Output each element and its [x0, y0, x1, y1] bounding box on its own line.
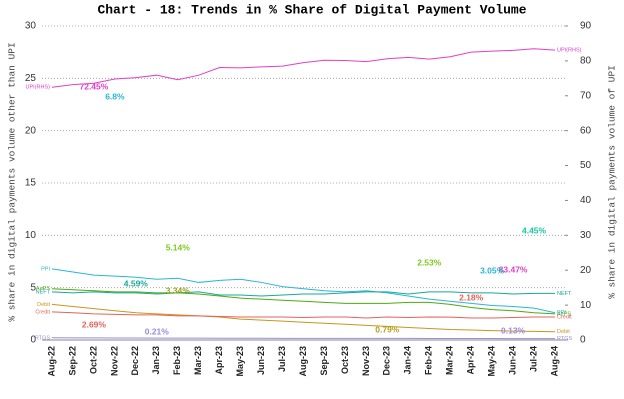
x-tick-label: Dec-22	[130, 346, 140, 376]
y-axis-label: % share in digital payments volume other…	[7, 42, 18, 321]
x-tick-label: Jan-24	[403, 346, 413, 375]
annotation: 4.59%	[124, 278, 149, 288]
annotation: 2.69%	[82, 319, 107, 329]
annotation: 72.45%	[79, 81, 108, 91]
y-tick-label: 15	[25, 178, 37, 189]
series-label-start: PPI	[41, 266, 50, 272]
x-tick-label: Oct-22	[88, 346, 98, 374]
y2-tick-label: 0	[580, 335, 586, 346]
series-line	[51, 337, 555, 340]
series-line	[51, 268, 556, 314]
annotation: 0.13%	[501, 325, 526, 335]
y2-tick-label: 20	[580, 265, 592, 276]
series-label-end: RTGS	[557, 336, 573, 342]
y2-tick-label: 10	[580, 300, 592, 311]
series-label-end: PPI	[557, 310, 566, 316]
series-line	[51, 311, 555, 319]
y2-tick-label: 80	[580, 56, 592, 67]
series-line	[51, 303, 556, 333]
series-label-start: AePS	[36, 286, 50, 292]
x-tick-label: Dec-23	[382, 346, 392, 376]
series-line	[51, 48, 556, 88]
annotation: 5.14%	[166, 242, 191, 252]
y-tick-label: 5	[30, 282, 36, 293]
annotation: 6.8%	[105, 91, 125, 101]
annotation: 83.47%	[499, 264, 528, 274]
x-tick-label: Sep-23	[319, 346, 329, 376]
y-tick-label: 25	[25, 73, 37, 84]
annotation: 2.18%	[459, 292, 484, 302]
x-tick-label: May-23	[235, 346, 245, 377]
y2-tick-label: 30	[580, 230, 592, 241]
y-tick-label: 20	[25, 125, 37, 136]
x-tick-label: Jun-23	[256, 346, 266, 375]
annotation: 3.05%	[480, 265, 505, 275]
annotation: 3.34%	[166, 285, 191, 295]
x-tick-label: Sep-22	[67, 346, 77, 376]
y2-tick-label: 50	[580, 160, 592, 171]
x-tick-label: Aug-22	[46, 346, 56, 377]
x-tick-label: Apr-23	[214, 346, 224, 375]
x-tick-label: Jul-23	[277, 346, 287, 372]
series-line	[51, 288, 556, 315]
annotation: 4.45%	[522, 225, 547, 235]
y2-tick-label: 60	[580, 125, 592, 136]
y2-axis-label: % share in digital payments volume of UP…	[607, 65, 618, 299]
x-tick-label: Feb-24	[424, 346, 434, 375]
series-label-start: RTGS	[35, 335, 51, 341]
y2-tick-label: 90	[580, 21, 592, 32]
series-label-start: UPI(RHS)	[26, 85, 51, 91]
x-tick-label: May-24	[487, 346, 497, 377]
x-tick-label: Apr-24	[466, 346, 476, 375]
x-tick-label: Jan-23	[151, 346, 161, 375]
y-tick-label: 10	[25, 230, 37, 241]
annotation: 2.53%	[417, 257, 442, 267]
annotation: 0.79%	[375, 324, 400, 334]
series-label-end: Debit	[557, 329, 570, 335]
y2-tick-label: 40	[580, 195, 592, 206]
x-tick-label: Aug-24	[549, 346, 559, 377]
y-tick-label: 30	[25, 21, 37, 32]
x-tick-label: Oct-23	[340, 346, 350, 374]
x-tick-label: Nov-23	[361, 346, 371, 376]
series-label-start: NEFT	[36, 289, 51, 295]
series-label-start: Debit	[37, 302, 50, 308]
y2-tick-label: 70	[580, 90, 592, 101]
series-label-start: Credit	[35, 309, 50, 315]
series-label-end: UPI(RHS)	[557, 48, 582, 54]
chart-title: Chart - 18: Trends in % Share of Digital…	[97, 2, 526, 17]
y-tick-label: 0	[30, 335, 36, 346]
series-line	[51, 291, 555, 297]
annotation: 0.21%	[145, 326, 170, 336]
x-tick-label: Jun-24	[507, 346, 517, 375]
x-tick-label: Aug-23	[298, 346, 308, 377]
x-tick-label: Feb-23	[172, 346, 182, 375]
series-label-end: Credit	[557, 314, 572, 320]
x-tick-label: Nov-22	[109, 346, 119, 376]
series-label-end: NEFT	[557, 291, 572, 297]
x-tick-label: Mar-24	[445, 346, 455, 375]
series-label-end: AePS	[557, 311, 571, 317]
x-tick-label: Mar-23	[193, 346, 203, 375]
x-tick-label: Jul-24	[528, 346, 538, 372]
